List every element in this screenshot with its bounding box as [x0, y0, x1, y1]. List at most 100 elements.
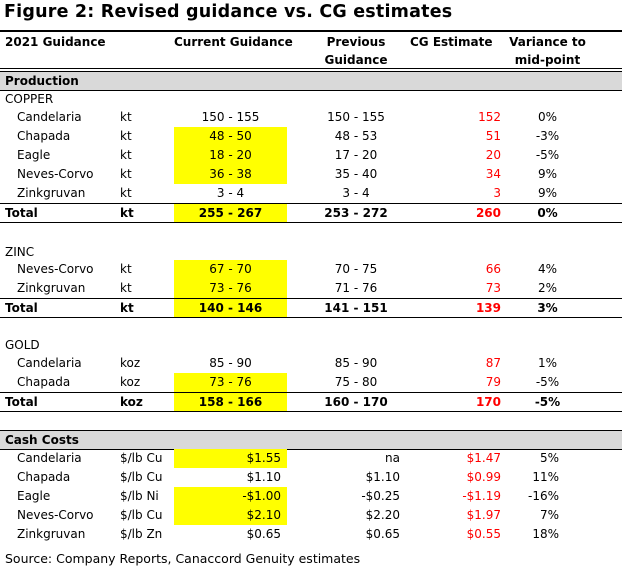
- table-row: Eagle kt 18 - 20 17 - 20 20 -5%: [0, 146, 622, 165]
- cg-estimate: 34: [485, 167, 501, 181]
- cg-estimate: $0.55: [466, 527, 501, 541]
- table-row: Zinkgruvan kt 73 - 76 71 - 76 73 2%: [0, 279, 622, 298]
- variance: 9%: [537, 167, 558, 181]
- current-guidance-highlighted: 36 - 38: [174, 165, 287, 184]
- cg-estimate: 3: [493, 186, 501, 200]
- unit: $/lb Zn: [120, 527, 163, 541]
- unit: kt: [120, 281, 132, 295]
- variance: 3%: [537, 301, 558, 315]
- header-previous-line2: Guidance: [324, 53, 388, 67]
- current-guidance-highlighted: $2.10: [174, 506, 287, 525]
- mine-name: Eagle: [17, 489, 51, 503]
- category-gold-label: GOLD: [5, 338, 40, 352]
- variance: 1%: [537, 356, 558, 370]
- previous-guidance: 160 - 170: [324, 395, 388, 409]
- cg-estimate: 73: [485, 281, 501, 295]
- current-guidance: 85 - 90: [209, 356, 252, 370]
- table-row: Zinkgruvan kt 3 - 4 3 - 4 3 9%: [0, 184, 622, 203]
- cg-estimate: 87: [485, 356, 501, 370]
- cg-estimate: 170: [475, 395, 501, 409]
- cg-estimate: 66: [485, 262, 501, 276]
- previous-guidance: 85 - 90: [334, 356, 378, 370]
- variance: -5%: [535, 375, 560, 389]
- variance: 11%: [532, 470, 559, 484]
- table-row: Candelaria kt 150 - 155 150 - 155 152 0%: [0, 108, 622, 127]
- previous-guidance: na: [385, 451, 400, 465]
- variance: -5%: [535, 148, 560, 162]
- previous-guidance: $1.10: [365, 470, 400, 484]
- table-row: Chapada $/lb Cu $1.10 $1.10 $0.99 11%: [0, 468, 622, 487]
- mine-name: Candelaria: [17, 356, 82, 370]
- category-copper: COPPER: [0, 90, 622, 109]
- current-guidance: $0.65: [246, 527, 281, 541]
- table-row: Neves-Corvo $/lb Cu $2.10 $2.20 $1.97 7%: [0, 506, 622, 525]
- current-guidance-highlighted: 255 - 267: [174, 204, 287, 222]
- table-row: Eagle $/lb Ni -$1.00 -$0.25 -$1.19 -16%: [0, 487, 622, 506]
- unit: kt: [120, 167, 132, 181]
- table-row: Zinkgruvan $/lb Zn $0.65 $0.65 $0.55 18%: [0, 525, 622, 544]
- title-rule: [0, 30, 622, 32]
- unit: kt: [120, 110, 132, 124]
- header-variance-line2: mid-point: [514, 53, 581, 67]
- cg-estimate: 20: [485, 148, 501, 162]
- cg-estimate: 51: [485, 129, 501, 143]
- cg-estimate: 152: [478, 110, 501, 124]
- unit: kt: [120, 262, 132, 276]
- previous-guidance: 141 - 151: [324, 301, 388, 315]
- header-rule: [0, 68, 622, 69]
- cg-estimate: $1.47: [466, 451, 501, 465]
- variance: 0%: [537, 206, 558, 220]
- category-zinc-label: ZINC: [5, 245, 35, 259]
- unit: $/lb Cu: [120, 508, 163, 522]
- variance: -16%: [527, 489, 559, 503]
- header-variance-line1: Variance to: [509, 35, 586, 49]
- previous-guidance: $2.20: [365, 508, 400, 522]
- unit: kt: [120, 129, 132, 143]
- variance: 0%: [537, 110, 558, 124]
- unit: kt: [120, 206, 134, 220]
- mine-name: Candelaria: [17, 110, 82, 124]
- unit: $/lb Cu: [120, 470, 163, 484]
- variance: 7%: [539, 508, 559, 522]
- total-label: Total: [5, 301, 38, 315]
- unit: kt: [120, 186, 132, 200]
- category-zinc: ZINC: [0, 243, 622, 262]
- cg-estimate: -$1.19: [462, 489, 501, 503]
- variance: 2%: [537, 281, 558, 295]
- current-guidance-highlighted: -$1.00: [174, 487, 287, 506]
- header-current: Current Guidance: [174, 35, 293, 49]
- total-label: Total: [5, 395, 38, 409]
- mine-name: Chapada: [17, 375, 71, 389]
- current-guidance-highlighted: 48 - 50: [174, 127, 287, 146]
- previous-guidance: 253 - 272: [324, 206, 388, 220]
- previous-guidance: 75 - 80: [334, 375, 378, 389]
- table-row: Neves-Corvo kt 67 - 70 70 - 75 66 4%: [0, 260, 622, 279]
- figure-title: Figure 2: Revised guidance vs. CG estima…: [4, 2, 453, 22]
- header-guidance: 2021 Guidance: [5, 35, 106, 49]
- current-guidance-highlighted: 73 - 76: [174, 373, 287, 392]
- current-guidance-highlighted: 158 - 166: [174, 393, 287, 411]
- mine-name: Neves-Corvo: [17, 262, 94, 276]
- unit: kt: [120, 148, 132, 162]
- total-row-copper: Total kt 255 - 267 253 - 272 260 0%: [0, 203, 622, 223]
- previous-guidance: 71 - 76: [334, 281, 378, 295]
- header-previous-line1: Previous: [326, 35, 386, 49]
- variance: 4%: [537, 262, 558, 276]
- variance: -5%: [534, 395, 561, 409]
- current-guidance: 150 - 155: [201, 110, 260, 124]
- current-guidance-highlighted: 140 - 146: [174, 299, 287, 317]
- table-row: Chapada koz 73 - 76 75 - 80 79 -5%: [0, 373, 622, 392]
- source-note: Source: Company Reports, Canaccord Genui…: [5, 551, 361, 566]
- mine-name: Eagle: [17, 148, 51, 162]
- category-gold: GOLD: [0, 336, 622, 355]
- cg-estimate: 79: [485, 375, 501, 389]
- mine-name: Neves-Corvo: [17, 508, 94, 522]
- section-cash-costs: Cash Costs: [0, 430, 622, 450]
- current-guidance-highlighted: 67 - 70: [174, 260, 287, 279]
- total-row-zinc: Total kt 140 - 146 141 - 151 139 3%: [0, 298, 622, 318]
- cg-estimate: 260: [475, 206, 501, 220]
- mine-name: Chapada: [17, 470, 71, 484]
- mine-name: Neves-Corvo: [17, 167, 94, 181]
- cg-estimate: $0.99: [466, 470, 501, 484]
- section-cash-costs-label: Cash Costs: [5, 433, 79, 447]
